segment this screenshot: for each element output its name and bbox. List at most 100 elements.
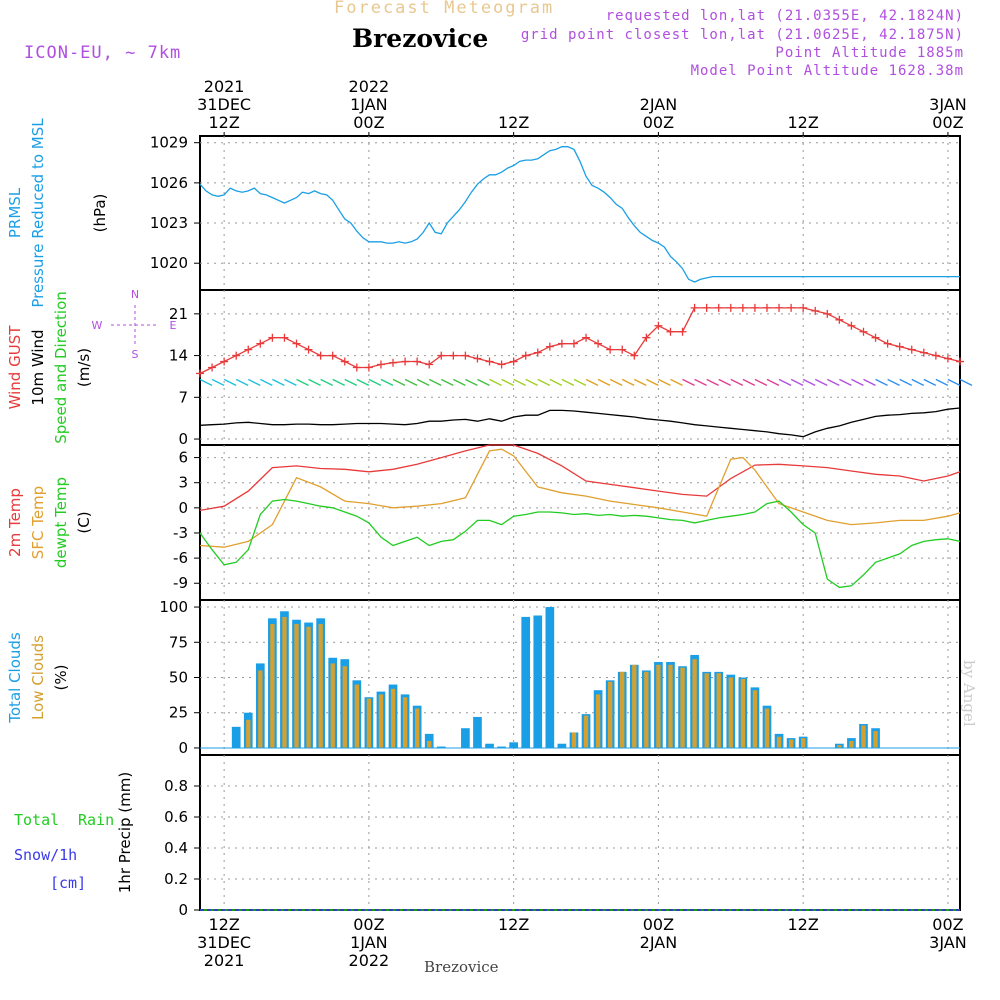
panel-frame bbox=[199, 444, 961, 601]
top-time-label: 12Z bbox=[208, 113, 239, 132]
total-cloud-bar bbox=[509, 742, 518, 748]
low-cloud-bar bbox=[294, 623, 299, 748]
wind-arrow bbox=[646, 378, 659, 387]
gust-marker bbox=[775, 303, 784, 312]
bottom-time-label: 12Z bbox=[498, 915, 529, 934]
low-cloud-bar bbox=[873, 731, 878, 748]
ytick-label: 6 bbox=[178, 449, 188, 467]
top-time-label: 00Z bbox=[643, 113, 674, 132]
bottom-time-label: 12Z bbox=[208, 915, 239, 934]
low-cloud-bar bbox=[668, 664, 673, 748]
panel-label: (%) bbox=[52, 665, 70, 691]
low-cloud-bar bbox=[656, 664, 661, 748]
wind-arrow bbox=[489, 378, 502, 387]
low-cloud-bar bbox=[764, 708, 770, 748]
wind-arrow bbox=[416, 378, 430, 387]
low-cloud-bar bbox=[776, 736, 782, 748]
bottom-time-label: 00Z bbox=[353, 915, 384, 934]
total-cloud-bar bbox=[461, 728, 470, 748]
panel-3: 0 25 50 75 100 Total Clouds Low Clouds (%) bbox=[6, 598, 961, 757]
wind-arrow bbox=[609, 378, 623, 387]
gust-marker bbox=[280, 333, 289, 342]
watermark: by Angel bbox=[960, 660, 978, 727]
panel-label: 10m Wind bbox=[29, 329, 47, 405]
low-cloud-bar bbox=[306, 626, 311, 748]
ytick-label: 0.8 bbox=[164, 777, 188, 795]
wind-arrow bbox=[706, 378, 719, 387]
gust-marker bbox=[859, 327, 868, 336]
top-time-label: 31DEC bbox=[197, 95, 251, 114]
panel-label: SFC Temp bbox=[29, 486, 47, 559]
wind-arrow bbox=[296, 378, 309, 387]
gust-marker bbox=[569, 339, 578, 348]
wind-arrow bbox=[863, 378, 876, 387]
gust-marker bbox=[654, 321, 663, 330]
top-time-label: 00Z bbox=[932, 113, 963, 132]
total-cloud-bar bbox=[557, 743, 567, 748]
compass-s: S bbox=[132, 348, 139, 361]
ytick-label: -3 bbox=[173, 524, 188, 542]
gust-marker bbox=[376, 360, 385, 369]
label-cm: [cm] bbox=[50, 874, 86, 892]
gust-marker bbox=[533, 348, 542, 357]
low-cloud-bar bbox=[620, 671, 625, 748]
model-label: ICON-EU, ~ 7km bbox=[24, 43, 182, 63]
wind-arrow bbox=[887, 378, 900, 387]
gust-marker bbox=[726, 303, 735, 312]
gust-marker bbox=[425, 360, 434, 369]
low-cloud-bar bbox=[788, 739, 794, 748]
wind-arrow bbox=[826, 378, 840, 387]
gust-marker bbox=[835, 315, 844, 324]
ytick-label: 1023 bbox=[150, 214, 188, 232]
wind-arrow bbox=[428, 378, 442, 387]
wind-arrow bbox=[959, 378, 973, 387]
wind-arrow bbox=[911, 378, 925, 387]
wind-arrow bbox=[597, 378, 611, 387]
ytick-label: 0 bbox=[178, 499, 188, 517]
ytick-label: 0 bbox=[178, 430, 188, 448]
gust-marker bbox=[557, 339, 566, 348]
gust-marker bbox=[509, 357, 518, 366]
wind-arrow bbox=[658, 378, 671, 387]
wind-arrow bbox=[344, 378, 358, 387]
ytick-label: 75 bbox=[169, 633, 188, 651]
wind-arrow bbox=[947, 378, 961, 387]
low-cloud-bar bbox=[728, 677, 733, 748]
series-dewpt-temp bbox=[199, 498, 961, 589]
wind-arrow bbox=[766, 378, 780, 387]
wind-arrow bbox=[839, 378, 852, 387]
gust-marker bbox=[956, 357, 964, 366]
ytick-label: -9 bbox=[173, 574, 188, 592]
total-cloud-bar bbox=[473, 716, 482, 748]
low-cloud-bar bbox=[644, 671, 649, 748]
wind-arrow bbox=[247, 378, 261, 387]
total-cloud-bar bbox=[231, 726, 241, 748]
gust-marker bbox=[268, 333, 277, 342]
low-cloud-bar bbox=[680, 667, 685, 748]
gust-marker bbox=[690, 303, 699, 312]
ytick-label: 0.6 bbox=[164, 808, 188, 826]
wind-arrow bbox=[742, 378, 756, 387]
footer-station: Brezovice bbox=[424, 958, 499, 976]
wind-arrow bbox=[802, 378, 816, 387]
panel-frame bbox=[199, 289, 961, 446]
total-cloud-bar bbox=[533, 615, 543, 748]
panel-label: (hPa) bbox=[91, 194, 109, 233]
low-cloud-bar bbox=[366, 698, 372, 748]
series-sfc-temp bbox=[199, 448, 961, 548]
low-cloud-bar bbox=[282, 616, 287, 748]
wind-arrow bbox=[899, 378, 912, 387]
gust-marker bbox=[244, 345, 253, 354]
gust-marker bbox=[340, 357, 349, 366]
panel-1: 0 7 14 21 Wind GUST 10m Wind Speed and Directi… bbox=[6, 288, 973, 448]
low-cloud-bar bbox=[330, 663, 335, 748]
gust-marker bbox=[352, 363, 361, 372]
low-cloud-bar bbox=[752, 690, 758, 748]
wind-arrow bbox=[440, 378, 454, 387]
wind-arrow bbox=[356, 378, 370, 387]
gust-marker bbox=[364, 363, 373, 372]
low-cloud-bar bbox=[740, 678, 746, 748]
gust-marker bbox=[256, 339, 265, 348]
low-cloud-bar bbox=[716, 673, 721, 748]
low-cloud-bar bbox=[583, 715, 589, 748]
